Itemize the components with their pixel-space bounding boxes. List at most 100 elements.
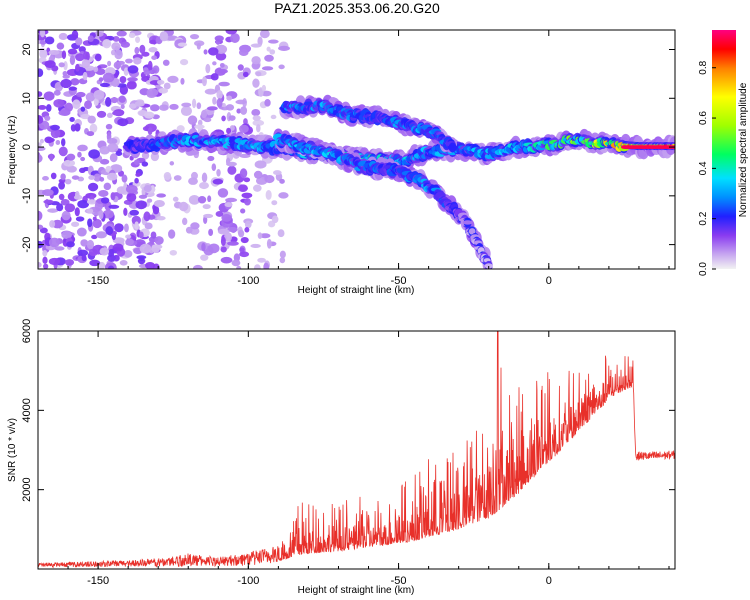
- noise-blob: [215, 211, 224, 217]
- noise-blob: [139, 256, 145, 262]
- noise-blob: [239, 168, 248, 179]
- noise-blob: [105, 226, 114, 236]
- noise-blob: [217, 188, 229, 198]
- noise-blob: [162, 59, 170, 66]
- noise-blob: [68, 86, 78, 91]
- noise-blob: [197, 196, 207, 204]
- noise-blob: [91, 234, 98, 240]
- noise-blob: [58, 146, 68, 157]
- noise-blob: [114, 223, 124, 233]
- noise-blob: [48, 49, 60, 55]
- noise-blob: [243, 118, 248, 126]
- noise-blob: [261, 84, 267, 92]
- noise-blob: [241, 192, 253, 199]
- spectrogram-frame: [37, 29, 676, 270]
- noise-blob: [150, 231, 157, 239]
- ridge-core: [462, 220, 473, 225]
- noise-blob: [226, 161, 237, 167]
- noise-blob: [143, 69, 151, 75]
- noise-blob: [163, 82, 171, 90]
- noise-blob: [148, 69, 156, 75]
- noise-blob: [238, 184, 248, 192]
- noise-blob: [80, 106, 86, 112]
- noise-blob: [67, 48, 78, 55]
- noise-blob: [123, 223, 129, 233]
- noise-blob: [221, 102, 226, 108]
- noise-blob: [126, 192, 137, 202]
- noise-blob: [218, 81, 230, 87]
- noise-blob: [125, 238, 135, 246]
- noise-blob: [63, 159, 76, 167]
- noise-blob: [129, 209, 140, 216]
- noise-blob: [199, 181, 209, 190]
- ridge-core: [447, 144, 458, 151]
- noise-blob: [94, 53, 102, 62]
- noise-blob: [75, 216, 85, 222]
- noise-blob: [75, 91, 86, 98]
- noise-blob: [115, 151, 123, 156]
- noise-blob: [119, 260, 128, 266]
- noise-blob: [42, 249, 48, 257]
- noise-blob: [196, 102, 202, 110]
- noise-blob: [74, 191, 80, 199]
- noise-blob: [158, 104, 169, 111]
- noise-blob: [71, 30, 79, 40]
- noise-blob: [135, 200, 147, 210]
- snr-frame: [37, 330, 676, 570]
- noise-blob: [252, 78, 260, 88]
- noise-blob: [86, 208, 94, 214]
- noise-blob: [81, 254, 87, 262]
- noise-blob: [134, 221, 139, 230]
- noise-blob: [205, 63, 211, 74]
- colorbar-tick-label: 0.2: [698, 211, 709, 225]
- noise-blob: [216, 169, 221, 177]
- noise-blob: [109, 153, 118, 163]
- noise-blob: [163, 171, 172, 181]
- noise-blob: [189, 33, 200, 40]
- noise-blob: [236, 108, 242, 114]
- noise-blob: [200, 254, 209, 261]
- noise-blob: [71, 221, 80, 227]
- noise-blob: [64, 259, 75, 266]
- noise-blob: [220, 236, 226, 247]
- noise-blob: [106, 172, 118, 181]
- noise-blob: [112, 110, 122, 116]
- noise-blob: [93, 66, 99, 73]
- noise-blob: [251, 109, 261, 116]
- ridge-core: [484, 263, 493, 269]
- noise-blob: [51, 219, 64, 229]
- noise-blob: [230, 33, 240, 43]
- spectrogram-y-axis-label: Frequency (Hz): [7, 116, 18, 185]
- noise-blob: [64, 102, 74, 112]
- noise-blob: [208, 47, 219, 56]
- noise-blob: [204, 88, 217, 95]
- noise-blob: [216, 90, 223, 100]
- noise-blob: [220, 256, 233, 264]
- noise-blob: [149, 237, 155, 244]
- spectrogram-x-tick-label: -150: [87, 275, 109, 287]
- noise-blob: [143, 111, 155, 119]
- noise-blob: [93, 97, 99, 106]
- noise-blob: [58, 109, 71, 116]
- noise-blob: [79, 167, 86, 174]
- snr-x-axis-label: Height of straight line (km): [298, 585, 415, 596]
- noise-blob: [257, 232, 263, 239]
- noise-blob: [88, 149, 101, 159]
- noise-blob: [207, 155, 215, 162]
- noise-blob: [231, 259, 241, 267]
- noise-blob: [50, 124, 60, 131]
- noise-blob: [98, 209, 104, 220]
- noise-blob: [266, 238, 272, 249]
- noise-blob: [56, 203, 64, 212]
- noise-blob: [185, 226, 193, 234]
- noise-blob: [239, 124, 249, 133]
- noise-blob: [227, 241, 239, 246]
- noise-blob: [141, 161, 149, 167]
- noise-blob: [236, 265, 242, 269]
- noise-blob: [38, 91, 43, 97]
- noise-blob: [225, 197, 238, 203]
- noise-blob: [243, 177, 251, 183]
- noise-blob: [128, 103, 137, 109]
- noise-blob: [102, 209, 114, 219]
- noise-blob: [84, 100, 92, 110]
